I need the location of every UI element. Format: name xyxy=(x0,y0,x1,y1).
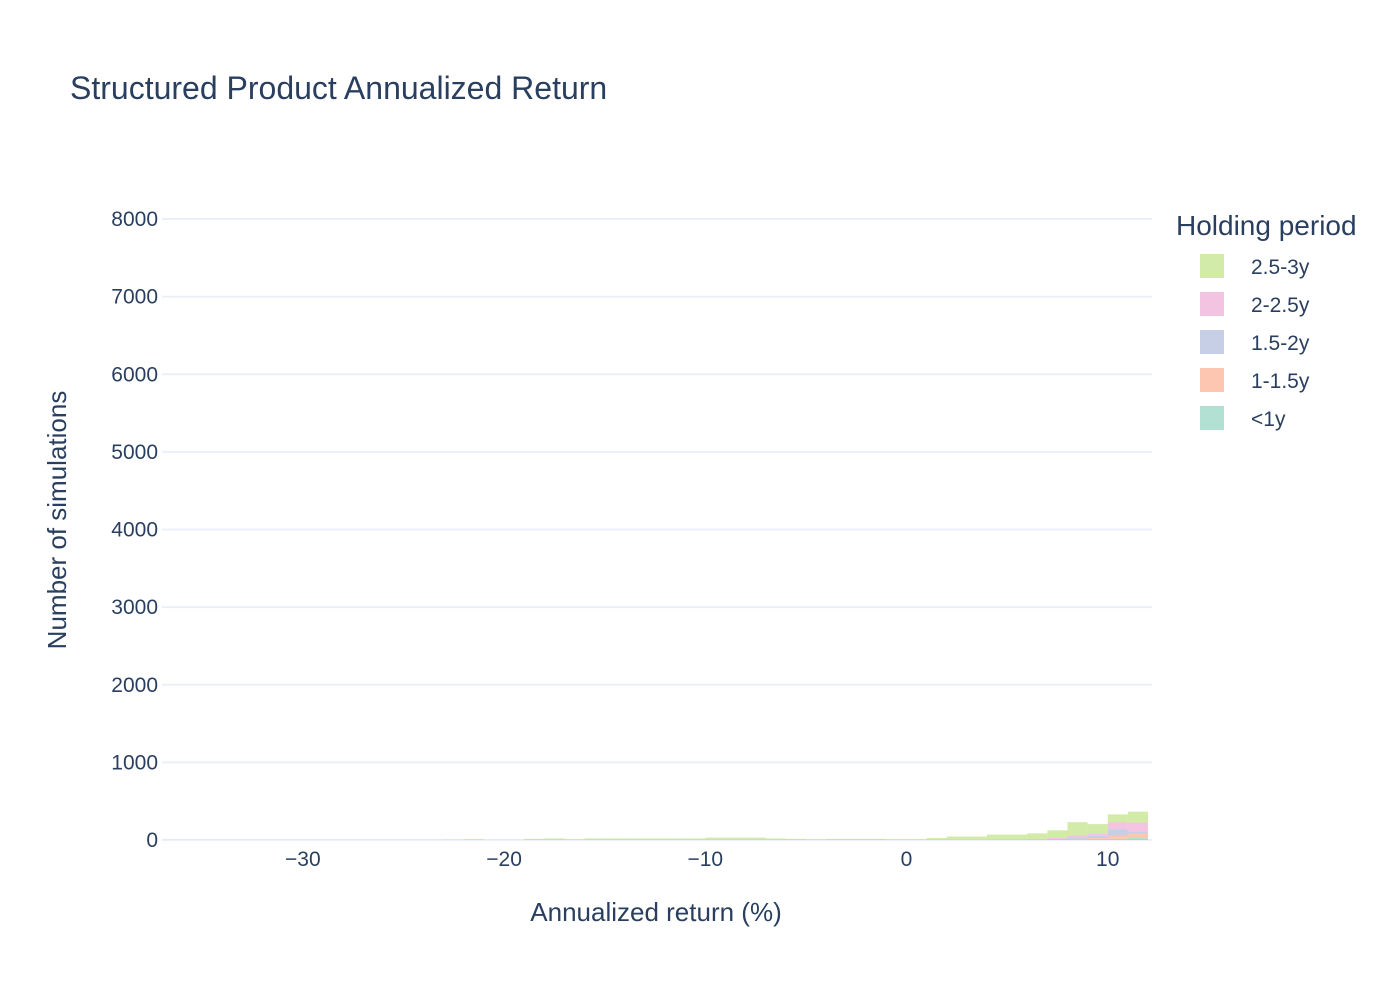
legend-label: 2-2.5y xyxy=(1251,294,1310,317)
histogram-bar[interactable] xyxy=(886,839,907,840)
y-tick-label: 1000 xyxy=(111,751,158,774)
legend-swatch xyxy=(1200,292,1224,316)
series-2-2.5y xyxy=(1027,822,1148,840)
legend-swatch xyxy=(1200,254,1224,278)
histogram-bar[interactable] xyxy=(564,839,585,840)
histogram-bar[interactable] xyxy=(1087,824,1108,834)
y-axis-ticks: 0 1000 2000 3000 4000 5000 6000 7000 8000 xyxy=(111,208,158,852)
histogram-bar[interactable] xyxy=(765,838,786,840)
legend-label: 1.5-2y xyxy=(1251,332,1310,355)
y-axis-title: Number of simulations xyxy=(42,391,72,650)
legend[interactable]: Holding period 2.5-3y 2-2.5y 1.5-2y 1-1.5y <… xyxy=(1176,210,1357,431)
legend-label: 1-1.5y xyxy=(1251,370,1310,393)
histogram-bar[interactable] xyxy=(685,838,706,840)
histogram-bar[interactable] xyxy=(785,838,806,840)
histogram-bar[interactable] xyxy=(1047,830,1068,839)
histogram-bar[interactable] xyxy=(805,839,827,840)
histogram-bar[interactable] xyxy=(1107,829,1128,837)
histogram-bar[interactable] xyxy=(1127,833,1148,839)
histogram-bar[interactable] xyxy=(725,837,746,840)
legend-item[interactable]: 2-2.5y xyxy=(1200,292,1310,317)
histogram-bar[interactable] xyxy=(1027,833,1048,840)
histogram-bar[interactable] xyxy=(1047,838,1068,840)
legend-item[interactable]: 2.5-3y xyxy=(1200,254,1310,279)
histogram-bar[interactable] xyxy=(866,838,887,840)
legend-item[interactable]: 1-1.5y xyxy=(1200,368,1310,393)
y-tick-label: 4000 xyxy=(111,519,158,542)
legend-swatch xyxy=(1200,368,1224,392)
x-tick-label: −10 xyxy=(687,848,723,871)
y-tick-label: 6000 xyxy=(111,363,158,386)
histogram-bar[interactable] xyxy=(1127,831,1148,834)
series-<1y xyxy=(1067,838,1148,840)
histogram-bar[interactable] xyxy=(1087,838,1108,840)
legend-item[interactable]: 1.5-2y xyxy=(1200,330,1310,355)
legend-label: <1y xyxy=(1251,408,1286,431)
series-1.5-2y xyxy=(1047,829,1148,840)
histogram-bar[interactable] xyxy=(463,839,484,840)
histogram-bar[interactable] xyxy=(1127,811,1148,823)
histogram-bar[interactable] xyxy=(826,838,847,840)
histogram-bar[interactable] xyxy=(906,839,927,840)
histogram-bar[interactable] xyxy=(544,838,565,840)
histogram-bar[interactable] xyxy=(1127,822,1148,832)
histogram-bar[interactable] xyxy=(745,837,766,840)
histogram-bar[interactable] xyxy=(926,838,947,840)
x-axis-ticks: −30 −20 −10 0 10 xyxy=(285,848,1119,871)
histogram-bar[interactable] xyxy=(1067,837,1088,839)
legend-title: Holding period xyxy=(1176,210,1357,241)
histogram-bar[interactable] xyxy=(524,838,545,840)
histogram-bar[interactable] xyxy=(1067,835,1088,838)
histogram-bar[interactable] xyxy=(1087,839,1108,840)
histogram-bar[interactable] xyxy=(987,834,1008,840)
x-tick-label: −30 xyxy=(285,848,321,871)
histogram-bar[interactable] xyxy=(644,838,666,840)
histogram-bar[interactable] xyxy=(966,836,987,840)
histogram-bar[interactable] xyxy=(1107,838,1128,840)
legend-swatch xyxy=(1200,406,1224,430)
y-tick-label: 2000 xyxy=(111,674,158,697)
x-tick-label: −20 xyxy=(486,848,522,871)
gridlines xyxy=(162,218,1152,841)
legend-label: 2.5-3y xyxy=(1251,256,1310,279)
histogram-bar[interactable] xyxy=(1107,836,1128,839)
y-tick-label: 5000 xyxy=(111,441,158,464)
histogram-bar[interactable] xyxy=(705,837,726,840)
x-tick-label: 10 xyxy=(1096,848,1119,871)
histogram-bar[interactable] xyxy=(1007,834,1028,840)
histogram-bar[interactable] xyxy=(1107,814,1128,823)
histogram-bar[interactable] xyxy=(584,838,605,840)
histogram-bar[interactable] xyxy=(1047,838,1068,839)
legend-swatch xyxy=(1200,330,1224,354)
series-2.5-3y xyxy=(162,811,1148,840)
histogram-bar[interactable] xyxy=(1127,838,1148,840)
histogram-bar[interactable] xyxy=(665,838,686,840)
y-tick-label: 3000 xyxy=(111,596,158,619)
y-tick-label: 7000 xyxy=(111,286,158,309)
series-1-1.5y xyxy=(1047,833,1148,840)
histogram-bar[interactable] xyxy=(1067,838,1088,840)
histogram-bar[interactable] xyxy=(1087,835,1108,839)
histogram-bar[interactable] xyxy=(624,838,645,840)
histogram-bar[interactable] xyxy=(1067,822,1088,836)
histogram-bar[interactable] xyxy=(604,838,625,840)
chart-title: Structured Product Annualized Return xyxy=(70,70,607,106)
histogram-bar[interactable] xyxy=(1107,822,1128,830)
y-tick-label: 0 xyxy=(146,829,158,852)
histogram-bar[interactable] xyxy=(846,838,867,840)
histogram-bar[interactable] xyxy=(946,836,967,840)
y-tick-label: 8000 xyxy=(111,208,158,231)
bars xyxy=(162,811,1148,840)
histogram-bar[interactable] xyxy=(1087,833,1108,836)
x-axis-title: Annualized return (%) xyxy=(530,897,781,927)
x-tick-label: 0 xyxy=(901,848,913,871)
legend-item[interactable]: <1y xyxy=(1200,406,1286,431)
